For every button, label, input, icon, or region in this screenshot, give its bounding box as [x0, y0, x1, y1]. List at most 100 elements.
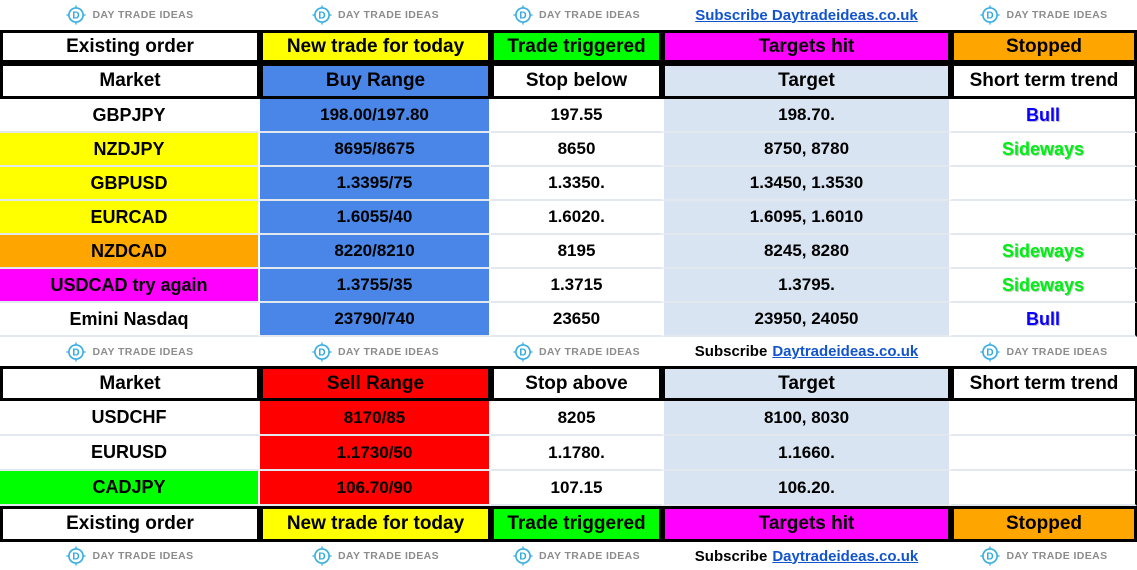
subscribe-link-middle[interactable]: Subscribe Daytradeideas.co.uk	[662, 337, 951, 366]
day-trade-ideas-d-icon: D	[513, 341, 533, 362]
legend-new-trade: New trade for today	[260, 30, 491, 63]
legend-trade-triggered: Trade triggered	[491, 506, 662, 542]
header-target: Target	[662, 366, 951, 401]
stop-cell: 1.3715	[491, 269, 662, 303]
buy-range-cell: 1.3395/75	[260, 167, 491, 201]
brand-logo: D DAY TRADE IDEAS	[0, 337, 260, 366]
subscribe-link-top[interactable]: Subscribe Daytradeideas.co.uk	[662, 0, 951, 30]
svg-text:D: D	[318, 552, 325, 563]
market-cell: NZDCAD	[0, 235, 260, 269]
svg-text:D: D	[73, 11, 80, 22]
trend-cell: Bull	[951, 99, 1137, 133]
legend-row-bottom: Existing order New trade for today Trade…	[0, 506, 1137, 542]
day-trade-ideas-d-icon: D	[66, 341, 87, 362]
market-cell: Emini Nasdaq	[0, 303, 260, 337]
subscribe-link-bottom[interactable]: Subscribe Daytradeideas.co.uk	[662, 542, 951, 570]
brand-logo: D DAY TRADE IDEAS	[0, 542, 260, 570]
header-sell-range: Sell Range	[260, 366, 491, 401]
subscribe-prefix: Subscribe	[694, 547, 768, 565]
subscribe-link-text[interactable]: Daytradeideas.co.uk	[772, 547, 919, 565]
market-cell: USDCAD try again	[0, 269, 260, 303]
day-trade-ideas-d-icon: D	[66, 5, 87, 25]
legend-stopped: Stopped	[951, 30, 1137, 63]
svg-text:D: D	[987, 552, 994, 563]
stop-cell: 8650	[491, 133, 662, 167]
market-cell: NZDJPY	[0, 133, 260, 167]
target-cell: 8750, 8780	[662, 133, 951, 167]
buy-table-header: Market Buy Range Stop below Target Short…	[0, 63, 1137, 99]
brand-name: DAY TRADE IDEAS	[92, 550, 194, 562]
subscribe-link-text[interactable]: Daytradeideas.co.uk	[772, 343, 919, 360]
header-market: Market	[0, 366, 260, 401]
buy-range-cell: 1.6055/40	[260, 201, 491, 235]
header-market: Market	[0, 63, 260, 99]
stop-cell: 1.1780.	[491, 436, 662, 471]
day-trade-ideas-d-icon: D	[513, 5, 533, 25]
header-buy-range: Buy Range	[260, 63, 491, 99]
market-cell: GBPUSD	[0, 167, 260, 201]
day-trade-ideas-d-icon: D	[980, 5, 1001, 25]
trend-cell	[951, 471, 1137, 506]
target-cell: 8245, 8280	[662, 235, 951, 269]
trend-cell: Sideways	[951, 133, 1137, 167]
target-cell: 1.3450, 1.3530	[662, 167, 951, 201]
brand-name: DAY TRADE IDEAS	[538, 9, 641, 21]
trend-cell: Sideways	[951, 269, 1137, 303]
table-row-eurcad: EURCAD 1.6055/40 1.6020. 1.6095, 1.6010	[0, 201, 1137, 235]
svg-text:D: D	[318, 11, 325, 22]
trend-cell: Sideways	[951, 235, 1137, 269]
table-row-cadjpy: CADJPY 106.70/90 107.15 106.20.	[0, 471, 1137, 506]
brand-name: DAY TRADE IDEAS	[1006, 345, 1108, 358]
logo-row-bottom: D DAY TRADE IDEAS D DAY TRADE IDEAS D DA…	[0, 542, 1137, 570]
sell-range-cell: 8170/85	[260, 401, 491, 436]
legend-trade-triggered: Trade triggered	[491, 30, 662, 63]
target-cell: 23950, 24050	[662, 303, 951, 337]
brand-name: DAY TRADE IDEAS	[92, 345, 194, 358]
day-trade-ideas-d-icon: D	[312, 5, 332, 25]
buy-range-cell: 1.3755/35	[260, 269, 491, 303]
brand-logo: D DAY TRADE IDEAS	[260, 542, 491, 570]
stop-cell: 8195	[491, 235, 662, 269]
sell-range-cell: 106.70/90	[260, 471, 491, 506]
brand-logo: D DAY TRADE IDEAS	[260, 337, 491, 366]
stop-cell: 1.6020.	[491, 201, 662, 235]
table-row-nzdjpy: NZDJPY 8695/8675 8650 8750, 8780 Sideway…	[0, 133, 1137, 167]
brand-logo: D DAY TRADE IDEAS	[951, 337, 1137, 366]
legend-targets-hit: Targets hit	[662, 506, 951, 542]
stop-cell: 8205	[491, 401, 662, 436]
table-row-usdchf: USDCHF 8170/85 8205 8100, 8030	[0, 401, 1137, 436]
brand-name: DAY TRADE IDEAS	[92, 9, 194, 21]
market-cell: EURUSD	[0, 436, 260, 471]
brand-name: DAY TRADE IDEAS	[1006, 550, 1108, 562]
market-cell: CADJPY	[0, 471, 260, 506]
svg-text:D: D	[73, 347, 80, 358]
buy-range-cell: 198.00/197.80	[260, 99, 491, 133]
brand-name: DAY TRADE IDEAS	[538, 550, 641, 562]
brand-logo: D DAY TRADE IDEAS	[491, 337, 662, 366]
stop-cell: 23650	[491, 303, 662, 337]
brand-name: DAY TRADE IDEAS	[337, 9, 440, 21]
svg-text:D: D	[519, 552, 526, 563]
header-target: Target	[662, 63, 951, 99]
legend-row-top: Existing order New trade for today Trade…	[0, 30, 1137, 63]
brand-logo: D DAY TRADE IDEAS	[260, 0, 491, 30]
brand-name: DAY TRADE IDEAS	[538, 345, 641, 358]
legend-existing-order: Existing order	[0, 30, 260, 63]
trend-cell	[951, 401, 1137, 436]
buy-range-cell: 8220/8210	[260, 235, 491, 269]
day-trade-ideas-d-icon: D	[312, 546, 332, 566]
table-row-nzdcad: NZDCAD 8220/8210 8195 8245, 8280 Sideway…	[0, 235, 1137, 269]
header-stop-below: Stop below	[491, 63, 662, 99]
trend-cell	[951, 436, 1137, 471]
header-short-term-trend: Short term trend	[951, 366, 1137, 401]
target-cell: 1.6095, 1.6010	[662, 201, 951, 235]
brand-logo: D DAY TRADE IDEAS	[951, 542, 1137, 570]
day-trade-ideas-d-icon: D	[980, 341, 1001, 362]
header-short-term-trend: Short term trend	[951, 63, 1137, 99]
subscribe-link-text[interactable]: Subscribe Daytradeideas.co.uk	[695, 6, 918, 24]
brand-logo: D DAY TRADE IDEAS	[951, 0, 1137, 30]
svg-text:D: D	[519, 11, 526, 22]
target-cell: 8100, 8030	[662, 401, 951, 436]
buy-range-cell: 8695/8675	[260, 133, 491, 167]
